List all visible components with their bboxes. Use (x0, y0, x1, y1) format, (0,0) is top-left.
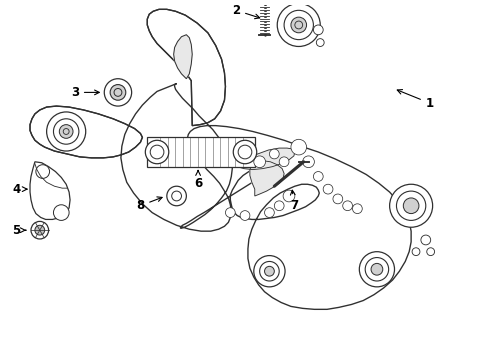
Circle shape (254, 156, 266, 168)
Circle shape (104, 79, 132, 106)
Circle shape (114, 89, 122, 96)
Circle shape (359, 252, 394, 287)
Circle shape (172, 191, 181, 201)
Circle shape (427, 248, 435, 256)
Polygon shape (250, 161, 284, 196)
Circle shape (63, 129, 69, 134)
Circle shape (254, 256, 285, 287)
Circle shape (47, 112, 86, 151)
Polygon shape (147, 9, 225, 126)
Circle shape (35, 225, 45, 235)
Text: 7: 7 (290, 190, 298, 212)
Circle shape (365, 257, 389, 281)
Polygon shape (121, 84, 411, 309)
Circle shape (421, 235, 431, 245)
Circle shape (352, 204, 362, 213)
Circle shape (270, 149, 279, 159)
Polygon shape (30, 162, 70, 220)
Polygon shape (30, 106, 143, 158)
Circle shape (412, 248, 420, 256)
Text: 8: 8 (136, 197, 162, 212)
Circle shape (277, 4, 320, 46)
Circle shape (314, 172, 323, 181)
Text: 2: 2 (232, 4, 260, 19)
Circle shape (167, 186, 186, 206)
FancyBboxPatch shape (147, 138, 255, 167)
Circle shape (225, 208, 235, 217)
Polygon shape (230, 144, 295, 170)
Circle shape (333, 194, 343, 204)
Polygon shape (30, 106, 143, 158)
Circle shape (371, 264, 383, 275)
Circle shape (31, 221, 49, 239)
Circle shape (396, 191, 426, 220)
Circle shape (53, 205, 69, 220)
Circle shape (291, 17, 307, 33)
Circle shape (265, 266, 274, 276)
Circle shape (233, 140, 257, 164)
Circle shape (295, 21, 303, 29)
Text: 1: 1 (397, 90, 434, 110)
Circle shape (274, 201, 284, 211)
Circle shape (283, 190, 295, 202)
Circle shape (323, 184, 333, 194)
Circle shape (238, 145, 252, 159)
Circle shape (240, 211, 250, 220)
Text: 5: 5 (12, 224, 26, 237)
Circle shape (317, 39, 324, 46)
Circle shape (146, 140, 169, 164)
Circle shape (291, 139, 307, 155)
Circle shape (265, 208, 274, 217)
Circle shape (36, 165, 49, 179)
Circle shape (390, 184, 433, 227)
Circle shape (403, 198, 419, 213)
Circle shape (314, 25, 323, 35)
Text: 4: 4 (12, 183, 27, 195)
Text: 6: 6 (194, 171, 202, 190)
Circle shape (303, 156, 315, 168)
Polygon shape (147, 9, 225, 126)
Circle shape (110, 85, 126, 100)
Circle shape (284, 10, 314, 40)
Circle shape (150, 145, 164, 159)
Circle shape (59, 125, 73, 138)
Circle shape (260, 261, 279, 281)
Circle shape (343, 201, 352, 211)
Polygon shape (173, 35, 192, 79)
Circle shape (53, 119, 79, 144)
Circle shape (279, 157, 289, 167)
Text: 3: 3 (71, 86, 99, 99)
